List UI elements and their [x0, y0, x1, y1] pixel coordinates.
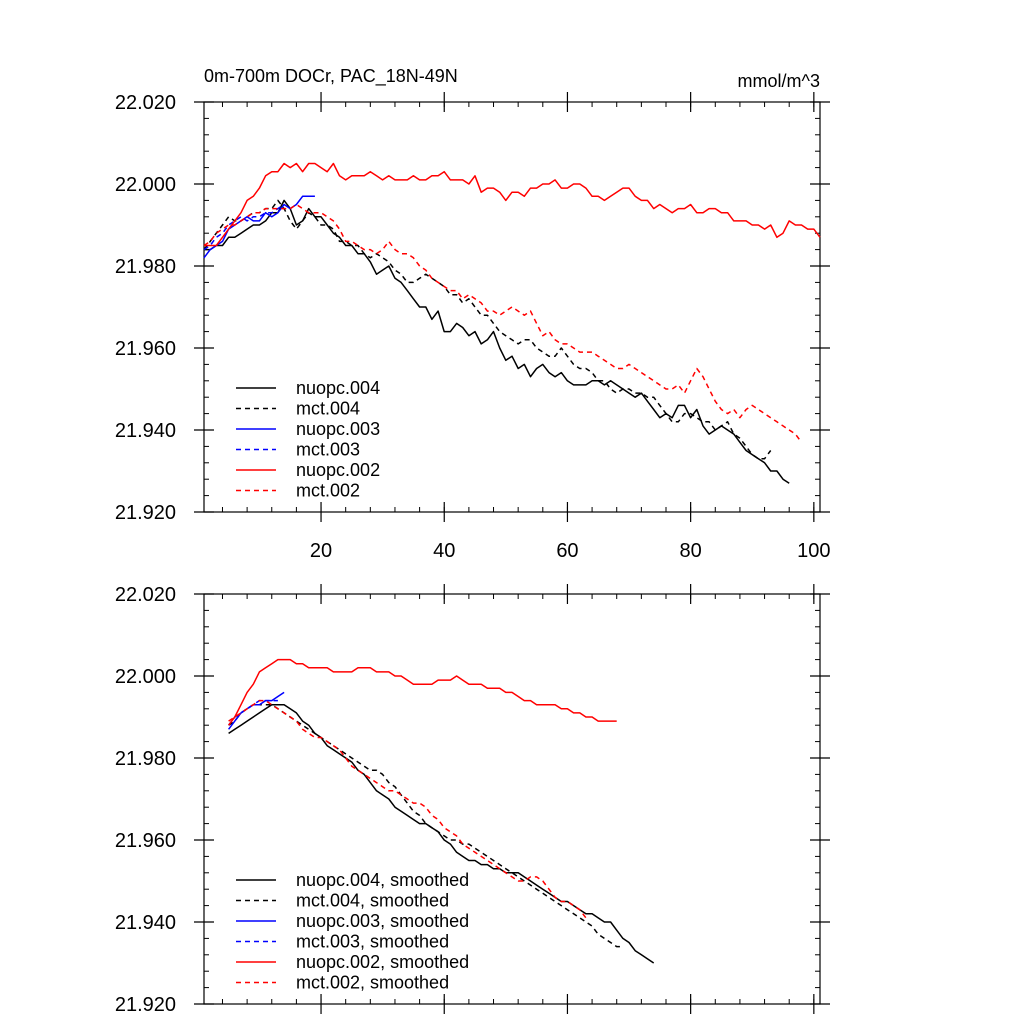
panel-top: 20 40 60 80 100 21.920 21.940 21.960 21.980 22.00…: [115, 92, 831, 562]
series-line: [203, 203, 285, 251]
plot-frame: [203, 101, 821, 513]
series-line: [204, 199, 790, 484]
units-label: mmol/m^3: [738, 71, 820, 91]
series-line: [228, 658, 617, 726]
legend-label: mct.003: [296, 440, 360, 460]
x-tick-label: 60: [556, 540, 578, 562]
legend-label: mct.002, smoothed: [296, 973, 449, 993]
legend-label: mct.002: [296, 481, 360, 501]
y-tick-label: 22.020: [115, 584, 176, 606]
legend-label: nuopc.004: [296, 378, 380, 398]
x-tick-label: 20: [310, 540, 332, 562]
series-line: [203, 203, 803, 443]
plot-frame: [203, 593, 821, 1005]
legend-label: mct.004: [296, 399, 360, 419]
legend-label: nuopc.003, smoothed: [296, 911, 469, 931]
y-tick-label: 21.920: [115, 502, 176, 524]
series-line: [228, 703, 655, 964]
y-tick-label: 22.020: [115, 92, 176, 114]
y-tick-label: 21.960: [115, 830, 176, 852]
y-tick-label: 21.940: [115, 912, 176, 934]
y-tick-label: 21.980: [115, 748, 176, 770]
y-tick-label: 21.920: [115, 994, 176, 1016]
x-tick-label: 100: [797, 540, 830, 562]
chart-title: 0m-700m DOCr, PAC_18N-49N: [204, 66, 458, 87]
legend-label: nuopc.002: [296, 460, 380, 480]
legend-label: nuopc.004, smoothed: [296, 870, 469, 890]
legend-label: nuopc.002, smoothed: [296, 952, 469, 972]
series-line: [204, 162, 821, 247]
series-line: [203, 199, 772, 460]
y-tick-label: 22.000: [115, 174, 176, 196]
y-tick-label: 21.980: [115, 256, 176, 278]
y-tick-label: 22.000: [115, 666, 176, 688]
legend-label: nuopc.003: [296, 419, 380, 439]
panel-bottom: 21.920 21.940 21.960 21.980 22.000 22.020 nuop…: [115, 584, 830, 1016]
legend-label: mct.004, smoothed: [296, 891, 449, 911]
series-line: [228, 691, 285, 730]
series-line: [228, 699, 587, 919]
series-line: [203, 195, 315, 259]
x-tick-label: 40: [433, 540, 455, 562]
y-tick-label: 21.960: [115, 338, 176, 360]
y-tick-label: 21.940: [115, 420, 176, 442]
x-tick-label: 80: [680, 540, 702, 562]
legend-label: mct.003, smoothed: [296, 932, 449, 952]
